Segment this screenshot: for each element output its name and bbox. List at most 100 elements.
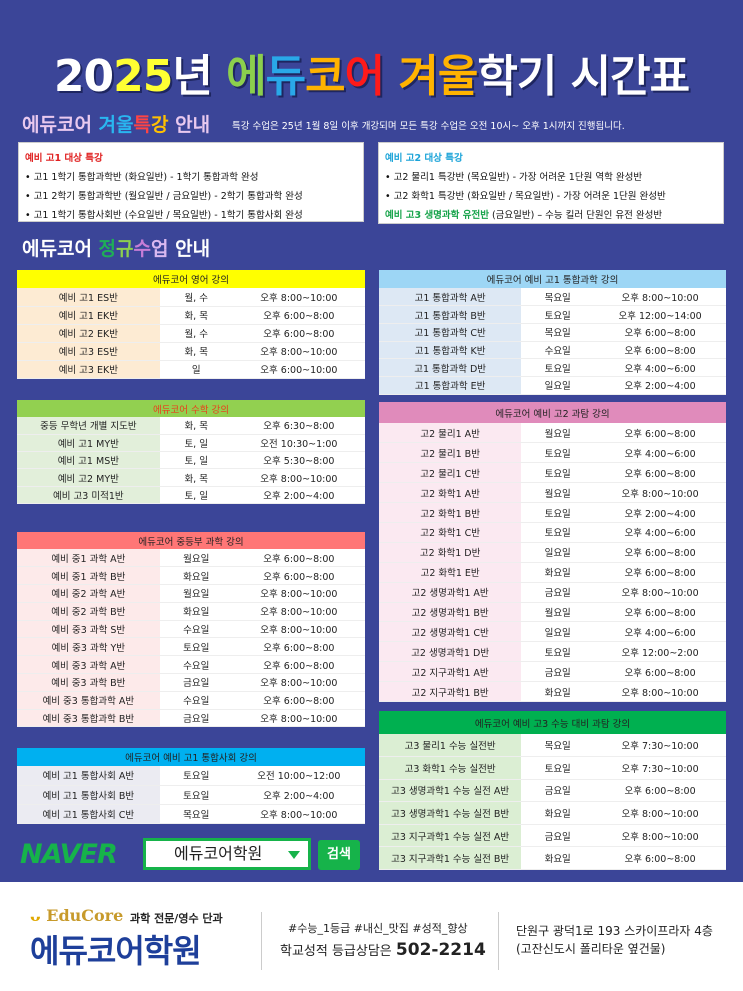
table-row: 고2 화학1 A반 월요일 오후 8:00~10:00 — [379, 482, 726, 504]
special-item: • 고2 물리1 특강반 (목요일반) - 가장 어려운 1단원 역학 완성반 — [385, 172, 643, 183]
class-name: 예비 고1 통합사회 B반 — [17, 785, 160, 805]
table-title: 에듀코어 영어 강의 — [17, 270, 365, 288]
day: 토요일 — [521, 358, 595, 377]
day: 목요일 — [521, 323, 595, 342]
table-title: 에듀코어 예비 고3 수능 대비 과탐 강의 — [379, 711, 726, 734]
heading-part: 안내 — [168, 238, 211, 260]
table-row: 고2 생명과학1 D반 토요일 오후 12:00~2:00 — [379, 641, 726, 663]
class-name: 고2 화학1 C반 — [379, 522, 522, 543]
day: 토요일 — [159, 766, 233, 786]
class-name: 예비 고1 MY반 — [17, 434, 160, 453]
special-lecture-heading: 에듀코어 겨울특강 안내 — [22, 110, 210, 137]
time: 오후 2:00~4:00 — [232, 486, 365, 504]
day: 토요일 — [521, 305, 595, 324]
special-g3-highlight: 예비 고3 생명과학 유전반 — [385, 210, 489, 221]
g2-science-table: 에듀코어 예비 고2 과탐 강의 고2 물리1 A반 월요일 오후 6:00~8:00… — [379, 402, 726, 702]
naver-search-input[interactable]: 에듀코어학원 — [143, 838, 311, 870]
heading-part: 업 — [151, 238, 169, 260]
time: 오후 8:00~10:00 — [232, 584, 365, 603]
class-name: 중등 무학년 개별 지도반 — [17, 417, 160, 435]
class-name: 예비 중2 과학 A반 — [17, 584, 160, 603]
table-row: 고1 통합과학 E반 일요일 오후 2:00~4:00 — [379, 376, 726, 395]
social-table: 에듀코어 예비 고1 통합사회 강의 예비 고1 통합사회 A반 토요일 오전 10:… — [17, 748, 365, 824]
class-name: 예비 고3 EK반 — [17, 360, 160, 379]
day: 월, 수 — [159, 324, 233, 343]
class-name: 예비 중2 과학 B반 — [17, 602, 160, 621]
tagline: 과학 전문/영수 단과 — [130, 912, 223, 925]
naver-logo: NAVER — [20, 839, 118, 870]
time: 오후 6:00~8:00 — [232, 691, 365, 710]
class-name: 고2 지구과학1 A반 — [379, 661, 522, 683]
table-row: 예비 고1 MS반 토, 일 오후 5:30~8:00 — [17, 451, 365, 470]
english-table: 에듀코어 영어 강의 예비 고1 ES반 월, 수 오후 8:00~10:00 예비 고… — [17, 270, 365, 379]
day: 토요일 — [521, 756, 595, 780]
time: 오후 8:00~10:00 — [594, 824, 726, 848]
heading-part: 특 — [133, 114, 151, 136]
heading-part: 정 — [98, 238, 117, 260]
day: 월요일 — [159, 584, 233, 603]
table-title: 에듀코어 예비 고1 통합사회 강의 — [17, 748, 365, 766]
table-row: 고2 생명과학1 B반 월요일 오후 6:00~8:00 — [379, 602, 726, 623]
day: 토, 일 — [159, 451, 233, 470]
heading-part: 듀 — [265, 51, 306, 102]
class-name: 예비 고1 EK반 — [17, 306, 160, 325]
table-row: 예비 중1 과학 A반 월요일 오후 6:00~8:00 — [17, 549, 365, 568]
time: 오후 6:00~8:00 — [232, 324, 365, 343]
class-name: 고1 통합과학 D반 — [379, 358, 522, 377]
address: 단원구 광덕1로 193 스카이프라자 4층 (고잔신도시 폴리타운 옆건물) — [516, 924, 713, 956]
heading-part: 안내 — [168, 114, 211, 136]
heading-part: 20 — [53, 51, 114, 102]
class-name: 예비 중3 과학 S반 — [17, 620, 160, 639]
day: 일요일 — [521, 542, 595, 563]
table-row: 고2 지구과학1 A반 금요일 오후 6:00~8:00 — [379, 661, 726, 683]
day: 월요일 — [521, 482, 595, 504]
time: 오후 8:00~10:00 — [594, 482, 726, 504]
middle-science-table: 에듀코어 중등부 과학 강의 예비 중1 과학 A반 월요일 오후 6:00~8:00… — [17, 532, 365, 728]
day: 수요일 — [521, 341, 595, 360]
day: 화요일 — [521, 562, 595, 583]
time: 오후 5:30~8:00 — [232, 451, 365, 470]
footer: ᴗ EduCore 과학 전문/영수 단과 에듀코어학원 #수능_1등급 #내신… — [0, 882, 743, 991]
dropdown-arrow-icon[interactable] — [288, 851, 300, 859]
time: 오후 8:00~10:00 — [232, 342, 365, 361]
time: 오후 6:00~8:00 — [594, 323, 726, 342]
day: 화, 목 — [159, 417, 233, 435]
heading-part: 에듀코어 — [22, 114, 99, 136]
class-name: 예비 고1 통합사회 A반 — [17, 766, 160, 786]
class-name: 고1 통합과학 B반 — [379, 305, 522, 324]
table-row: 예비 고1 EK반 화, 목 오후 6:00~8:00 — [17, 306, 365, 325]
heading-part: 수 — [133, 238, 151, 260]
time: 오후 8:00~10:00 — [232, 709, 365, 728]
heading-part: 겨울 — [384, 51, 478, 102]
heading-part: 에 — [226, 51, 266, 102]
class-name: 고3 지구과학1 수능 실전 A반 — [379, 824, 522, 848]
table-row: 고2 화학1 E반 화요일 오후 6:00~8:00 — [379, 562, 726, 583]
day: 금요일 — [521, 661, 595, 683]
time: 오후 6:00~8:00 — [232, 549, 365, 568]
time: 오후 6:00~8:00 — [594, 423, 726, 444]
table-row: 예비 중3 통합과학 B반 금요일 오후 8:00~10:00 — [17, 709, 365, 728]
table-row: 예비 고1 통합사회 B반 토요일 오후 2:00~4:00 — [17, 785, 365, 805]
class-name: 고2 화학1 D반 — [379, 542, 522, 563]
search-button[interactable]: 검색 — [318, 840, 360, 870]
day: 토요일 — [521, 442, 595, 464]
time: 오후 6:00~8:00 — [594, 562, 726, 583]
time: 오후 8:00~10:00 — [232, 288, 365, 307]
page-title: 2025년 에듀코어 겨울학기 시간표 — [0, 40, 743, 104]
time: 오후 4:00~6:00 — [594, 621, 726, 643]
heading-part: 25 — [113, 51, 173, 102]
table-row: 고2 화학1 C반 토요일 오후 4:00~6:00 — [379, 522, 726, 543]
day: 토요일 — [521, 462, 595, 484]
table-row: 예비 중3 통합과학 A반 수요일 오후 6:00~8:00 — [17, 691, 365, 710]
class-name: 고3 생명과학1 수능 실전 A반 — [379, 779, 522, 803]
day: 화요일 — [521, 681, 595, 702]
time: 오후 6:00~8:00 — [594, 602, 726, 623]
table-row: 고2 물리1 C반 토요일 오후 6:00~8:00 — [379, 462, 726, 484]
heading-part: 어 — [344, 51, 385, 102]
table-row: 고2 생명과학1 C반 일요일 오후 4:00~6:00 — [379, 621, 726, 643]
special-notice: 특강 수업은 25년 1월 8일 이후 개강되며 모든 특강 수업은 오전 10… — [232, 121, 625, 132]
table-row: 고3 지구과학1 수능 실전 A반 금요일 오후 8:00~10:00 — [379, 824, 726, 848]
time: 오후 2:00~4:00 — [232, 785, 365, 805]
day: 화, 목 — [159, 342, 233, 361]
time: 오후 12:00~14:00 — [594, 305, 726, 324]
